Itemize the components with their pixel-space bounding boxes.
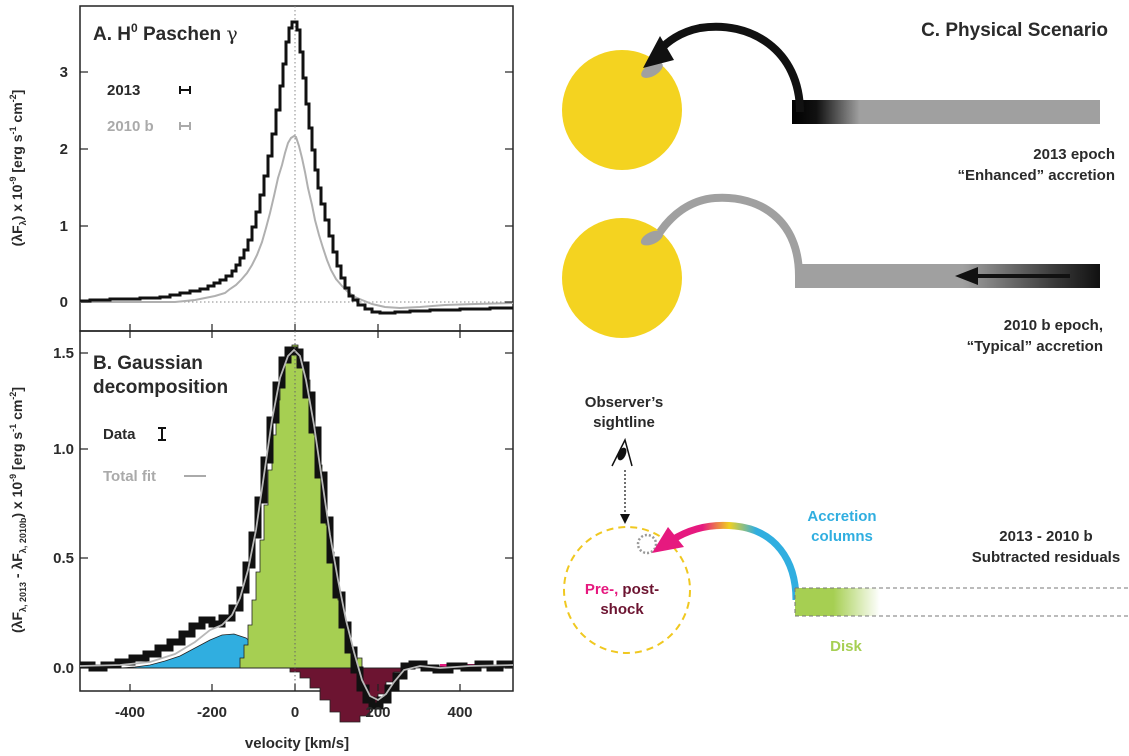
spectrum-2013 bbox=[80, 20, 513, 315]
disk-label: Disk bbox=[830, 638, 862, 655]
legend-data-label: Data bbox=[103, 426, 136, 443]
panel-a-ticks bbox=[80, 71, 513, 331]
panel-c: C. Physical Scenario 2013 epoch “Enhance… bbox=[562, 20, 1128, 655]
panel-a-ytick-1: 1 bbox=[60, 218, 68, 235]
legend-totalfit-label: Total fit bbox=[103, 468, 156, 485]
panel-b-ytick-3: 1.5 bbox=[53, 345, 74, 362]
accretion-column-arc bbox=[670, 521, 800, 601]
observer-line1: Observer’s bbox=[585, 394, 663, 411]
panel-b-ytick-2: 1.0 bbox=[53, 441, 74, 458]
panel-a-ytick-0: 0 bbox=[60, 294, 68, 311]
accretion-column-arrowhead bbox=[652, 527, 684, 553]
accretion-columns-line2: columns bbox=[811, 528, 873, 545]
legend-2013-errorbar bbox=[179, 86, 191, 94]
panel-b-ytick-0: 0.0 bbox=[53, 660, 74, 677]
eye-icon bbox=[611, 437, 633, 467]
star-top bbox=[562, 50, 682, 170]
residuals-line1: 2013 - 2010 b bbox=[999, 528, 1092, 545]
panel-b-ylabel: (λFλ, 2013 - λFλ, 2010b) x 10-9 [erg s-1… bbox=[8, 387, 28, 633]
spectrum-2010b bbox=[80, 134, 514, 310]
panel-a-frame bbox=[79, 5, 514, 332]
preshock-label-line1: Pre-, post- bbox=[585, 581, 659, 598]
legend-data-errorbar bbox=[158, 427, 166, 441]
xtick-200: 200 bbox=[365, 704, 390, 721]
hotspot-top bbox=[641, 62, 663, 78]
observer-line2: sightline bbox=[593, 414, 655, 431]
panel-a-ytick-2: 2 bbox=[60, 141, 68, 158]
panel-b-ticks bbox=[80, 331, 513, 691]
epoch2-line2: “Typical” accretion bbox=[967, 338, 1103, 355]
panel-a: 0 1 2 3 A. H0 Paschen γ 2013 2010 b (λFλ… bbox=[8, 5, 514, 332]
xtick-neg400: -400 bbox=[115, 704, 145, 721]
panel-b: 0.0 0.5 1.0 1.5 B. Gaussian decompositio… bbox=[8, 330, 514, 752]
hotspot-middle bbox=[640, 230, 664, 246]
residuals-line2: Subtracted residuals bbox=[972, 549, 1120, 566]
accretion-arrow-top bbox=[656, 22, 804, 113]
arrowhead-top bbox=[643, 36, 674, 68]
sightline-arrowhead bbox=[620, 514, 630, 524]
total-fit-curve bbox=[79, 348, 514, 702]
panel-a-ylabel: (λFλ) x 10-9 [erg s-1 cm-2] bbox=[8, 90, 28, 247]
epoch1-line2: “Enhanced” accretion bbox=[957, 167, 1115, 184]
accretion-arc-middle bbox=[656, 193, 803, 277]
panel-b-ytick-1: 0.5 bbox=[53, 550, 74, 567]
panel-b-title-line2: decomposition bbox=[93, 377, 228, 398]
hotspot-outline-bottom bbox=[636, 533, 658, 555]
xaxis-label: velocity [km/s] bbox=[245, 735, 349, 752]
legend-2010b-errorbar bbox=[179, 122, 191, 130]
epoch2-line1: 2010 b epoch, bbox=[1004, 317, 1103, 334]
xtick-neg200: -200 bbox=[197, 704, 227, 721]
panel-a-ytick-3: 3 bbox=[60, 64, 68, 81]
panel-a-title: A. H0 Paschen γ bbox=[93, 21, 238, 45]
inflow-arrowhead-middle bbox=[955, 267, 978, 285]
star-outline-bottom bbox=[563, 526, 691, 654]
epoch1-line1: 2013 epoch bbox=[1033, 146, 1115, 163]
panel-b-title-line1: B. Gaussian bbox=[93, 353, 203, 374]
accretion-columns-line1: Accretion bbox=[807, 508, 876, 525]
panel-b-frame bbox=[79, 330, 514, 692]
xtick-400: 400 bbox=[447, 704, 472, 721]
disk-bottom bbox=[795, 588, 880, 616]
star-middle bbox=[562, 218, 682, 338]
xtick-0: 0 bbox=[291, 704, 299, 721]
panel-c-title: C. Physical Scenario bbox=[921, 20, 1108, 41]
disk-top bbox=[792, 100, 1100, 124]
preshock-label-line2: shock bbox=[600, 601, 644, 618]
legend-2010b-label: 2010 b bbox=[107, 118, 154, 135]
legend-2013-label: 2013 bbox=[107, 82, 140, 99]
